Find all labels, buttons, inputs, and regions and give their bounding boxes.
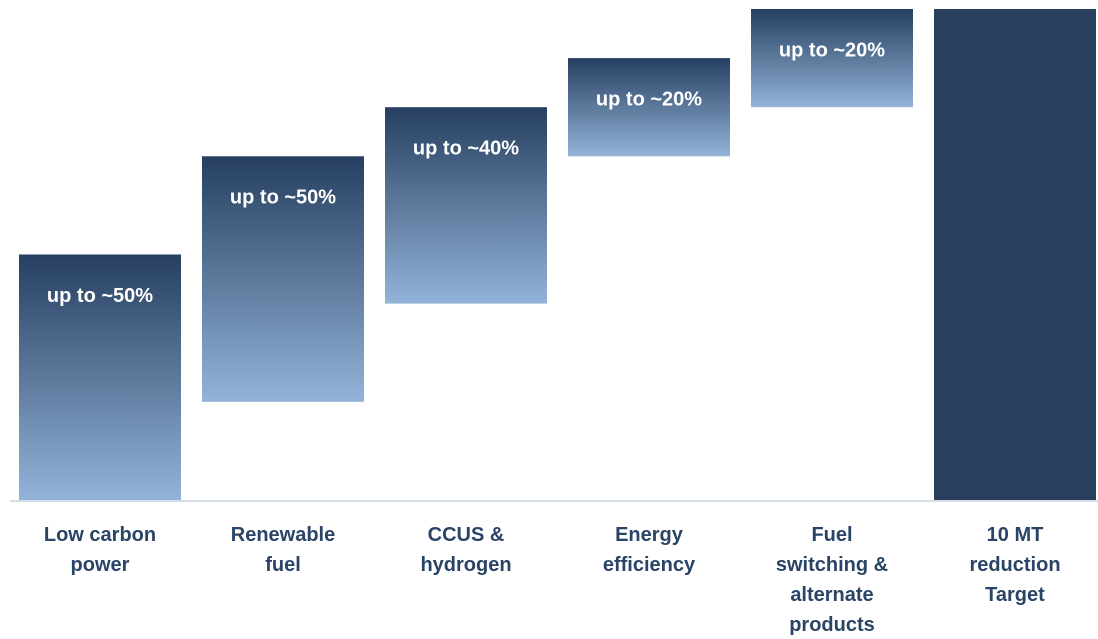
bar [385,107,547,304]
value-label: up to ~40% [413,137,519,159]
category-label: Fuel switching & alternate products [775,524,889,636]
value-label: up to ~20% [596,88,702,110]
category-label: Renewable fuel [230,524,336,576]
category-label: CCUS & hydrogen [420,524,512,576]
value-label: up to ~50% [230,187,336,209]
bar [751,9,913,108]
bar [202,156,364,402]
category-label: Low carbon power [43,524,157,576]
bar [19,254,181,500]
value-label: up to ~50% [47,285,153,307]
category-label: 10 MT reduction Target [969,524,1061,606]
value-label: up to ~20% [779,39,885,61]
bar [568,58,730,157]
category-label: Energy efficiency [602,524,696,576]
total-bar [934,9,1096,500]
